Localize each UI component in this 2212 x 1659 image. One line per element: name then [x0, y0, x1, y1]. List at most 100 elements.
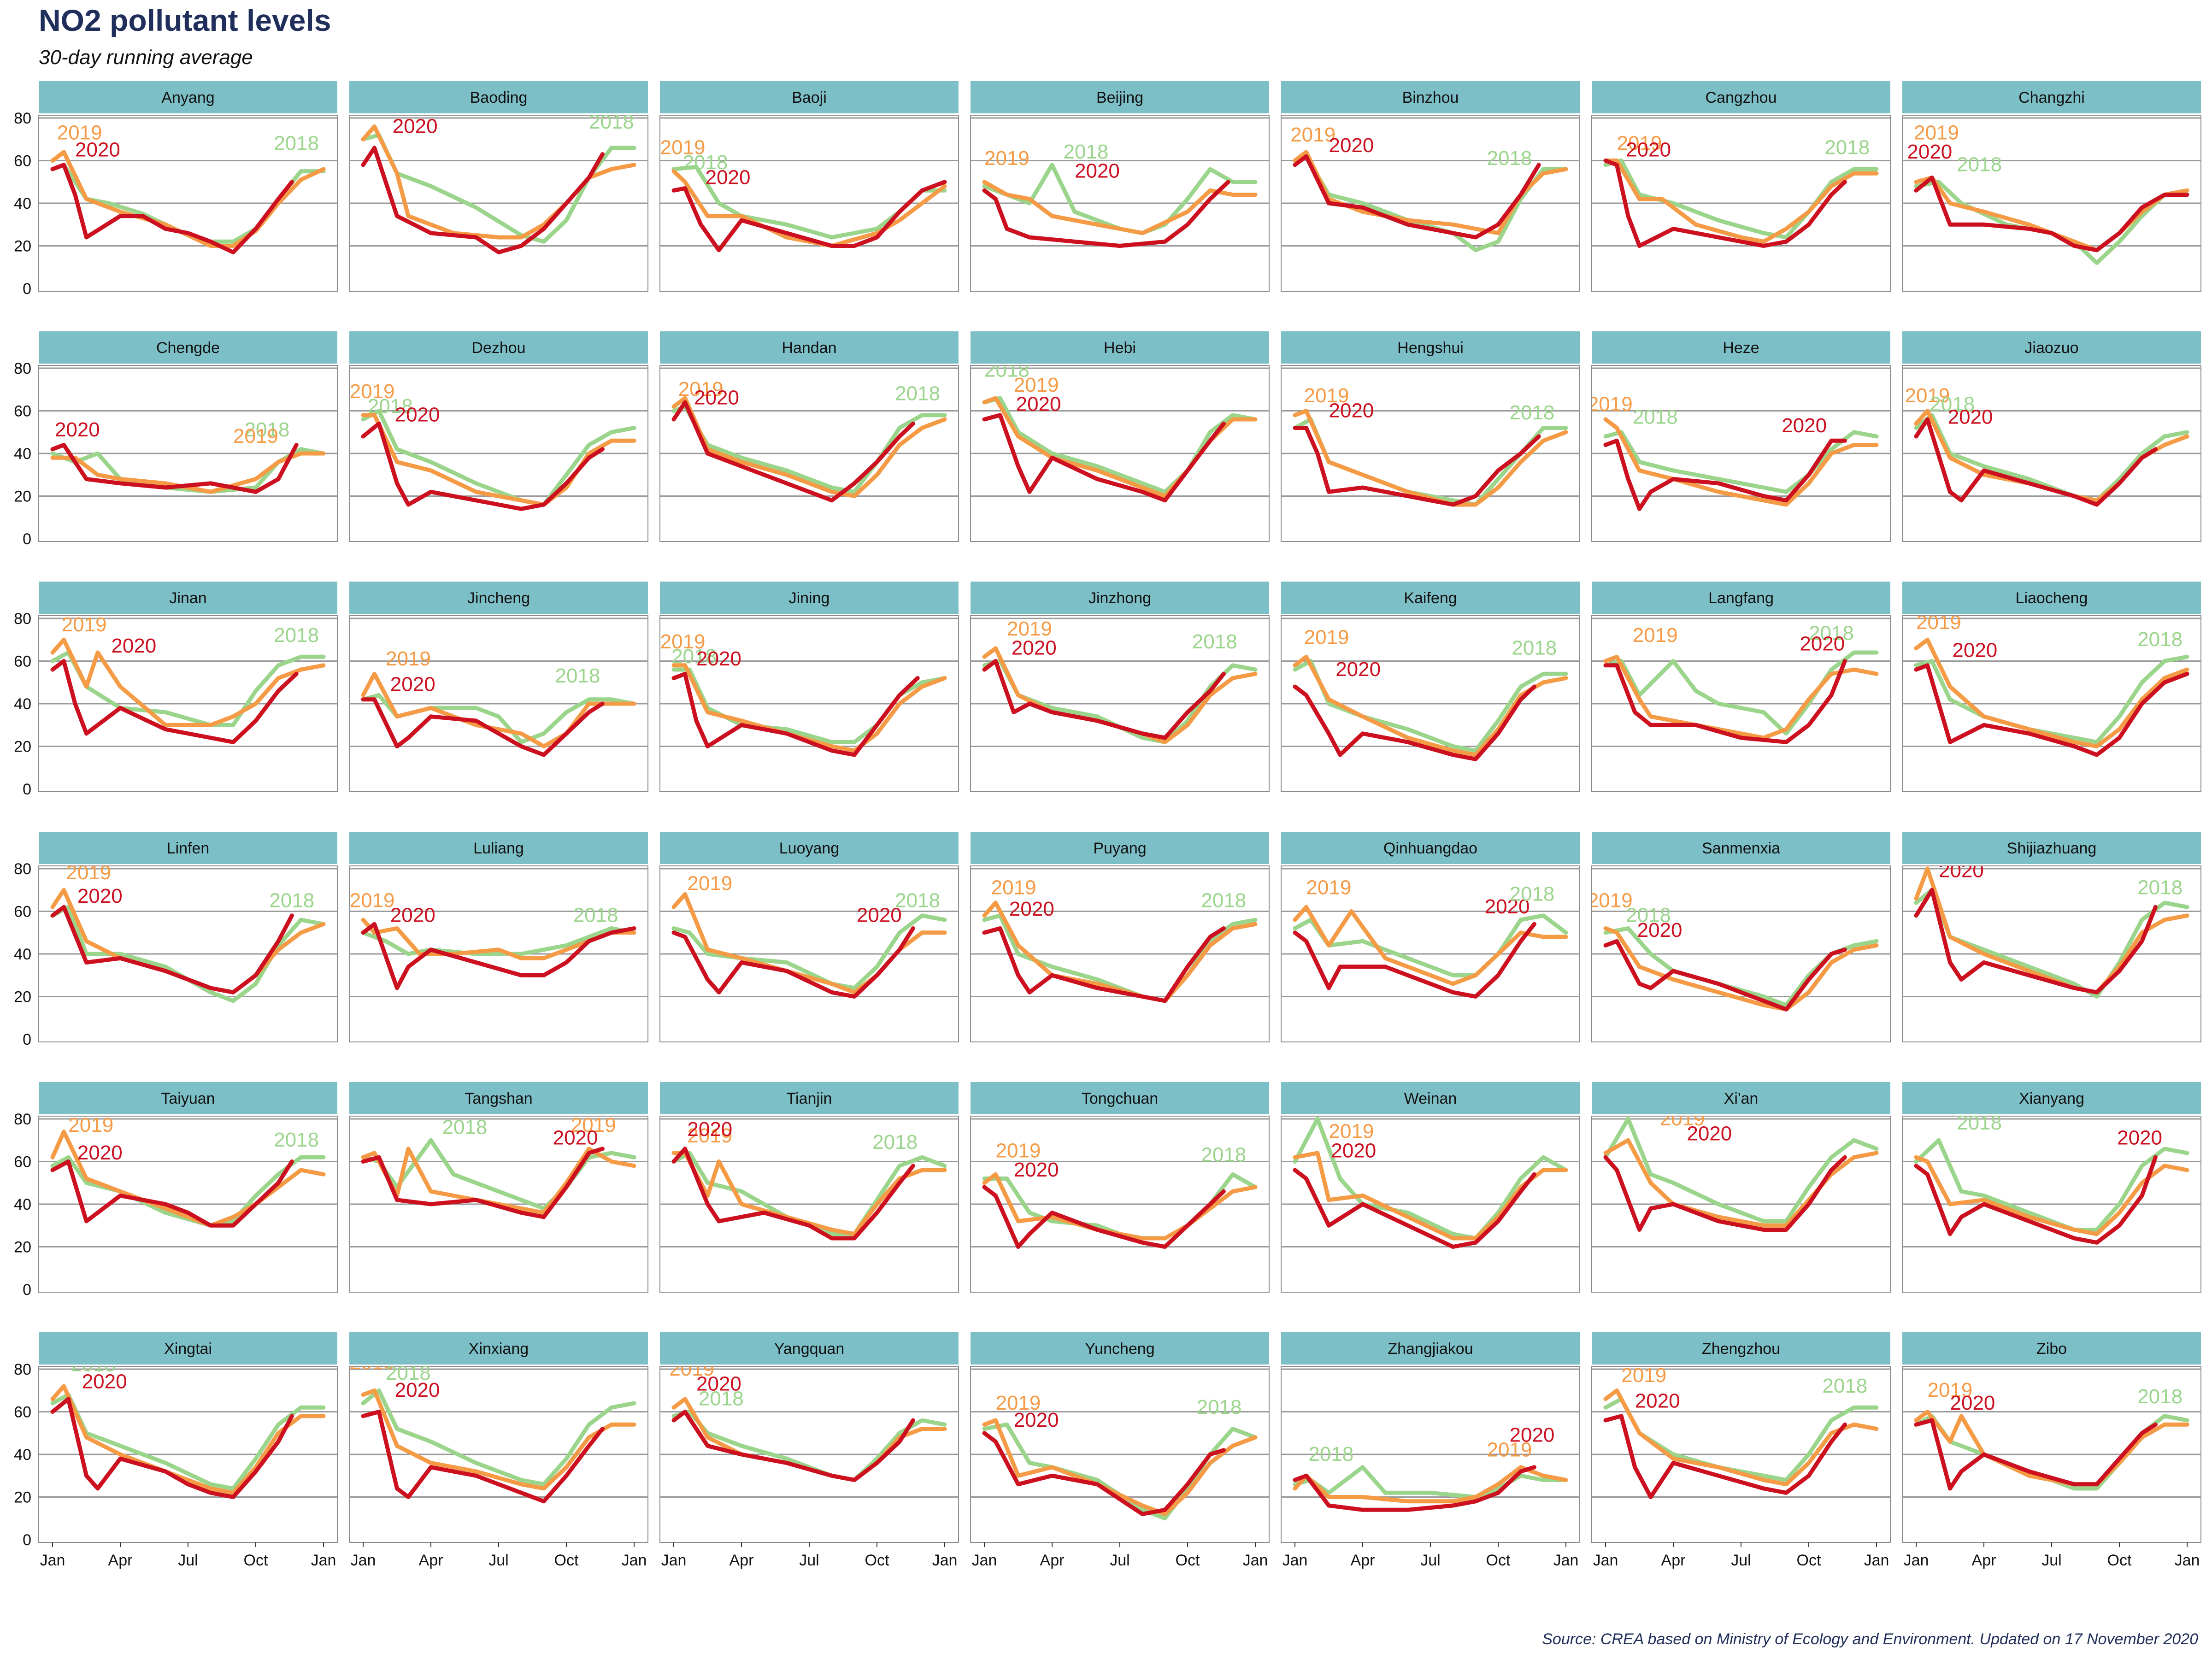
- series-label-2019: 2019: [1928, 1379, 1973, 1401]
- panel-title: Puyang: [1093, 840, 1146, 857]
- x-tick-label: Jan: [311, 1552, 336, 1569]
- series-line-2020: [1914, 1418, 2158, 1491]
- series-label-2020: 2020: [1800, 632, 1845, 655]
- series-label-2020: 2020: [390, 904, 435, 927]
- panel-strip: [971, 832, 1269, 864]
- panel-strip: [660, 331, 959, 364]
- x-tick-label: Jul: [2041, 1552, 2061, 1569]
- series-label-2019: 2019: [687, 872, 732, 894]
- series-line-2020: [50, 905, 294, 994]
- series-label-2020: 2020: [77, 1141, 123, 1164]
- series-line-2020: [1914, 1155, 2158, 1245]
- series-line-2019: [982, 1418, 1258, 1516]
- series-label-2019: 2019: [1916, 611, 1961, 634]
- series-label-2019: 2019: [1290, 124, 1335, 146]
- y-tick-label: 0: [23, 280, 31, 298]
- series-label-2019: 2019: [678, 378, 724, 400]
- panel-title: Cangzhou: [1705, 89, 1777, 106]
- y-tick-label: 0: [23, 530, 31, 548]
- series-label-2018: 2018: [1487, 147, 1532, 170]
- panel-title: Kaifeng: [1404, 589, 1457, 607]
- y-tick-label: 80: [14, 1361, 31, 1378]
- panel-strip: [349, 1082, 648, 1114]
- x-tick-label: Oct: [2107, 1552, 2132, 1569]
- series-line-2020: [361, 1147, 605, 1219]
- panel-strip: [39, 832, 337, 864]
- series-line-2020: [361, 421, 605, 511]
- series-line-2020: [1603, 1414, 1847, 1499]
- series-label-2019: 2019: [1588, 393, 1633, 416]
- panel-title: Zhangjiakou: [1388, 1340, 1473, 1358]
- series-label-2019: 2019: [1304, 626, 1349, 649]
- series-line-2020: [982, 180, 1230, 248]
- y-tick-label: 40: [14, 1196, 31, 1213]
- panel-title: Hebi: [1104, 339, 1136, 357]
- x-tick-label: Jul: [799, 1552, 819, 1569]
- series-label-2020: 2020: [1950, 1392, 1995, 1414]
- x-tick-label: Oct: [1797, 1552, 1821, 1569]
- series-label-2020: 2020: [696, 647, 741, 670]
- panel-strip: [1902, 1332, 2201, 1365]
- series-label-2018: 2018: [274, 624, 319, 647]
- series-label-2019: 2019: [233, 425, 278, 447]
- series-line-2019: [1914, 637, 2189, 748]
- y-tick-label: 20: [14, 488, 31, 506]
- x-tick-label: Jan: [1864, 1552, 1889, 1569]
- series-label-2019: 2019: [1588, 889, 1633, 912]
- panel-strip: [1281, 331, 1580, 364]
- series-label-2018: 2018: [386, 1362, 431, 1384]
- y-tick-label: 80: [14, 610, 31, 628]
- y-tick-label: 20: [14, 238, 31, 255]
- series-label-2020: 2020: [553, 1127, 598, 1149]
- chart-subtitle: 30-day running average: [39, 46, 253, 69]
- panel-taiyuan: Taiyuan 2019 2020 2018 0 20 40 60 80: [14, 1082, 338, 1299]
- x-tick-label: Jan: [2175, 1552, 2200, 1569]
- panel-strip: [1902, 582, 2201, 614]
- series-label-2020: 2020: [2117, 1127, 2162, 1149]
- series-line-2020: [1914, 417, 2158, 507]
- series-line-2019: [50, 150, 326, 248]
- panel-baoding: Baoding201920202018: [349, 81, 648, 292]
- panel-strip: [349, 81, 648, 113]
- series-line-2020: [1603, 159, 1847, 248]
- y-tick-label: 60: [14, 1404, 31, 1421]
- panel-strip: [349, 832, 648, 864]
- panel-title: Dezhou: [471, 339, 525, 357]
- series-label-2018: 2018: [2137, 628, 2183, 651]
- series-label-2019: 2019: [350, 380, 395, 403]
- series-label-2019: 2019: [1660, 1107, 1705, 1130]
- series-label-2020: 2020: [694, 387, 739, 409]
- series-label-2020: 2020: [687, 1118, 732, 1141]
- panel-strip: [39, 1082, 337, 1114]
- series-label-2019: 2019: [1905, 384, 1950, 407]
- x-tick-label: Oct: [865, 1552, 889, 1569]
- panel-strip: [1592, 331, 1890, 364]
- series-label-2020: 2020: [1329, 134, 1374, 157]
- x-tick-label: Jan: [40, 1552, 65, 1569]
- series-label-2020: 2020: [390, 673, 435, 695]
- y-tick-label: 80: [14, 1111, 31, 1128]
- series-label-2020: 2020: [393, 115, 438, 137]
- series-label-2020: 2020: [82, 1371, 127, 1393]
- y-tick-label: 60: [14, 1153, 31, 1171]
- x-tick-label: Apr: [1972, 1552, 1996, 1569]
- y-tick-label: 80: [14, 360, 31, 377]
- panel-title: Hengshui: [1397, 339, 1464, 357]
- panel-title: Xianyang: [2019, 1090, 2084, 1107]
- series-label-2020: 2020: [1635, 1389, 1680, 1412]
- x-tick-label: Jan: [1593, 1552, 1618, 1569]
- series-label-2019: 2019: [68, 1114, 113, 1136]
- series-label-2018: 2018: [671, 645, 717, 668]
- series-label-2020: 2020: [696, 1372, 741, 1395]
- panel-strip: [1281, 582, 1580, 614]
- series-line-2019: [361, 413, 636, 507]
